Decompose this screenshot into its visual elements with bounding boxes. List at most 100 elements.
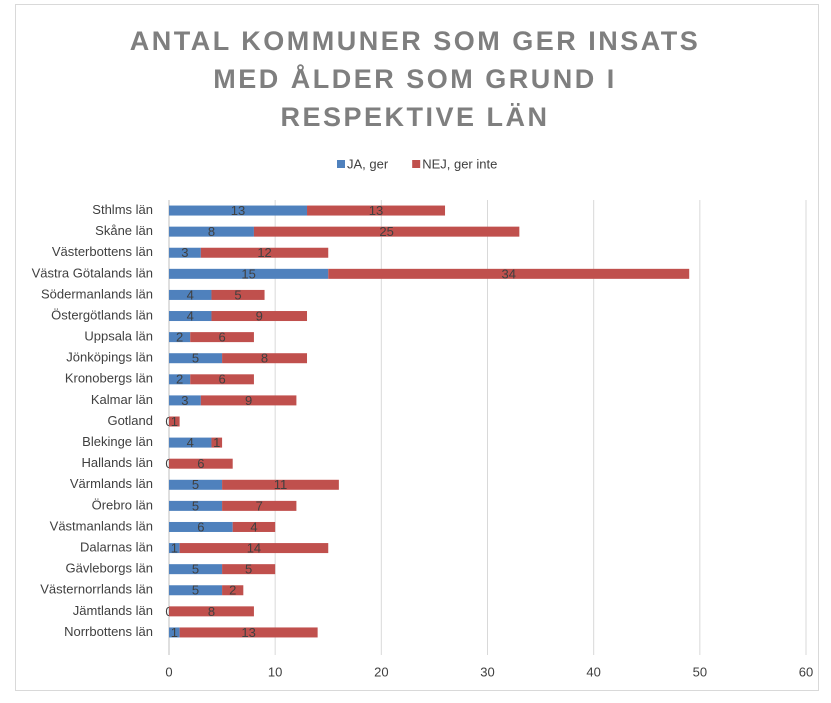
- x-tick-label: 10: [268, 664, 282, 679]
- data-label: 13: [369, 203, 383, 218]
- y-tick-label: Gotland: [107, 413, 153, 428]
- y-tick-label: Jämtlands län: [73, 603, 153, 618]
- bar-segment: [307, 205, 446, 216]
- bar-segment: [169, 416, 180, 427]
- x-tick-label: 40: [586, 664, 600, 679]
- legend-swatch: [412, 160, 421, 168]
- data-label: 1: [171, 541, 178, 556]
- bar-segment: [169, 564, 223, 575]
- data-label: 4: [250, 519, 257, 534]
- bar-segment: [169, 268, 329, 279]
- data-label: 6: [218, 372, 225, 387]
- data-label: 5: [245, 562, 252, 577]
- y-tick-label: Blekinge län: [82, 434, 153, 449]
- y-tick-label: Uppsala län: [84, 329, 153, 344]
- bar-segment: [211, 437, 223, 448]
- data-label: 25: [379, 224, 393, 239]
- data-label: 8: [261, 351, 268, 366]
- data-label: 2: [229, 583, 236, 598]
- legend-swatch: [337, 160, 345, 168]
- bar-segment: [211, 289, 265, 300]
- bar-segment: [169, 437, 212, 448]
- data-label: 5: [192, 498, 199, 513]
- bar-segment: [179, 543, 329, 554]
- y-tick-label: Kronobergs län: [65, 371, 153, 386]
- bar-segment: [222, 585, 244, 596]
- y-tick-label: Västernorrlands län: [40, 582, 153, 597]
- x-tick-label: 20: [374, 664, 388, 679]
- data-label: 5: [192, 477, 199, 492]
- bar-segment: [169, 606, 254, 617]
- y-tick-label: Värmlands län: [70, 476, 153, 491]
- data-label: 5: [192, 583, 199, 598]
- bar-segment: [169, 479, 223, 490]
- data-label: 1: [171, 414, 178, 429]
- bar-segment: [253, 226, 520, 237]
- data-label: 5: [192, 351, 199, 366]
- bar-segment: [169, 226, 254, 237]
- chart-title: ANTAL KOMMUNER SOM GER INSATS MED ÅLDER …: [129, 26, 701, 132]
- data-label: 4: [187, 287, 194, 302]
- bar-segment: [222, 500, 297, 511]
- bar-segment: [232, 521, 276, 532]
- data-label: 9: [245, 393, 252, 408]
- y-tick-label: Kalmar län: [91, 392, 153, 407]
- data-label: 5: [192, 562, 199, 577]
- y-tick-label: Västmanlands län: [50, 518, 153, 533]
- data-label: 6: [197, 519, 204, 534]
- bar-segment: [169, 289, 212, 300]
- bar-segment: [328, 268, 690, 279]
- data-label: 11: [274, 477, 288, 492]
- bar-segment: [169, 458, 233, 469]
- y-tick-label: Jönköpings län: [66, 350, 153, 365]
- bar-segment: [169, 205, 308, 216]
- bar-segment: [200, 247, 329, 258]
- x-tick-label: 60: [799, 664, 813, 679]
- bar-segment: [169, 627, 180, 638]
- data-label: 12: [257, 245, 271, 260]
- y-tick-label: Norrbottens län: [64, 624, 153, 639]
- data-label: 2: [176, 330, 183, 345]
- bar-segment: [169, 585, 223, 596]
- bar-segment: [169, 311, 212, 322]
- data-label: 8: [208, 604, 215, 619]
- data-label: 1: [213, 435, 220, 450]
- y-tick-label: Västerbottens län: [52, 244, 153, 259]
- data-label: 1: [171, 625, 178, 640]
- data-label: 9: [256, 308, 263, 323]
- bar-segment: [169, 353, 223, 364]
- data-label: 6: [197, 456, 204, 471]
- chart-border: [15, 4, 819, 691]
- data-label: 14: [247, 541, 261, 556]
- bar-segment: [190, 332, 254, 343]
- y-tick-label: Örebro län: [92, 497, 153, 512]
- bar-segment: [169, 395, 201, 406]
- data-label: 34: [501, 266, 515, 281]
- data-label: 4: [187, 435, 194, 450]
- y-tick-label: Gävleborgs län: [66, 561, 153, 576]
- y-tick-label: Östergötlands län: [51, 307, 153, 322]
- data-label: 7: [256, 498, 263, 513]
- bar-segment: [169, 500, 223, 511]
- data-label: 2: [176, 372, 183, 387]
- bar-segment: [169, 332, 191, 343]
- bar-segment: [169, 543, 180, 554]
- data-label: 6: [218, 330, 225, 345]
- legend-label: NEJ, ger inte: [422, 156, 497, 171]
- y-tick-label: Södermanlands län: [41, 286, 153, 301]
- data-label: 5: [234, 287, 241, 302]
- x-tick-label: 50: [693, 664, 707, 679]
- legend-label: JA, ger: [347, 156, 389, 171]
- data-label: 3: [181, 393, 188, 408]
- bar-segment: [222, 353, 308, 364]
- bar-segment: [222, 479, 339, 490]
- x-tick-label: 0: [165, 664, 172, 679]
- bar-segment: [179, 627, 318, 638]
- y-tick-label: Västra Götalands län: [32, 265, 153, 280]
- data-label: 8: [208, 224, 215, 239]
- bar-segment: [169, 521, 233, 532]
- bar-segment: [190, 374, 254, 385]
- bar-segment: [169, 247, 201, 258]
- data-label: 4: [187, 308, 194, 323]
